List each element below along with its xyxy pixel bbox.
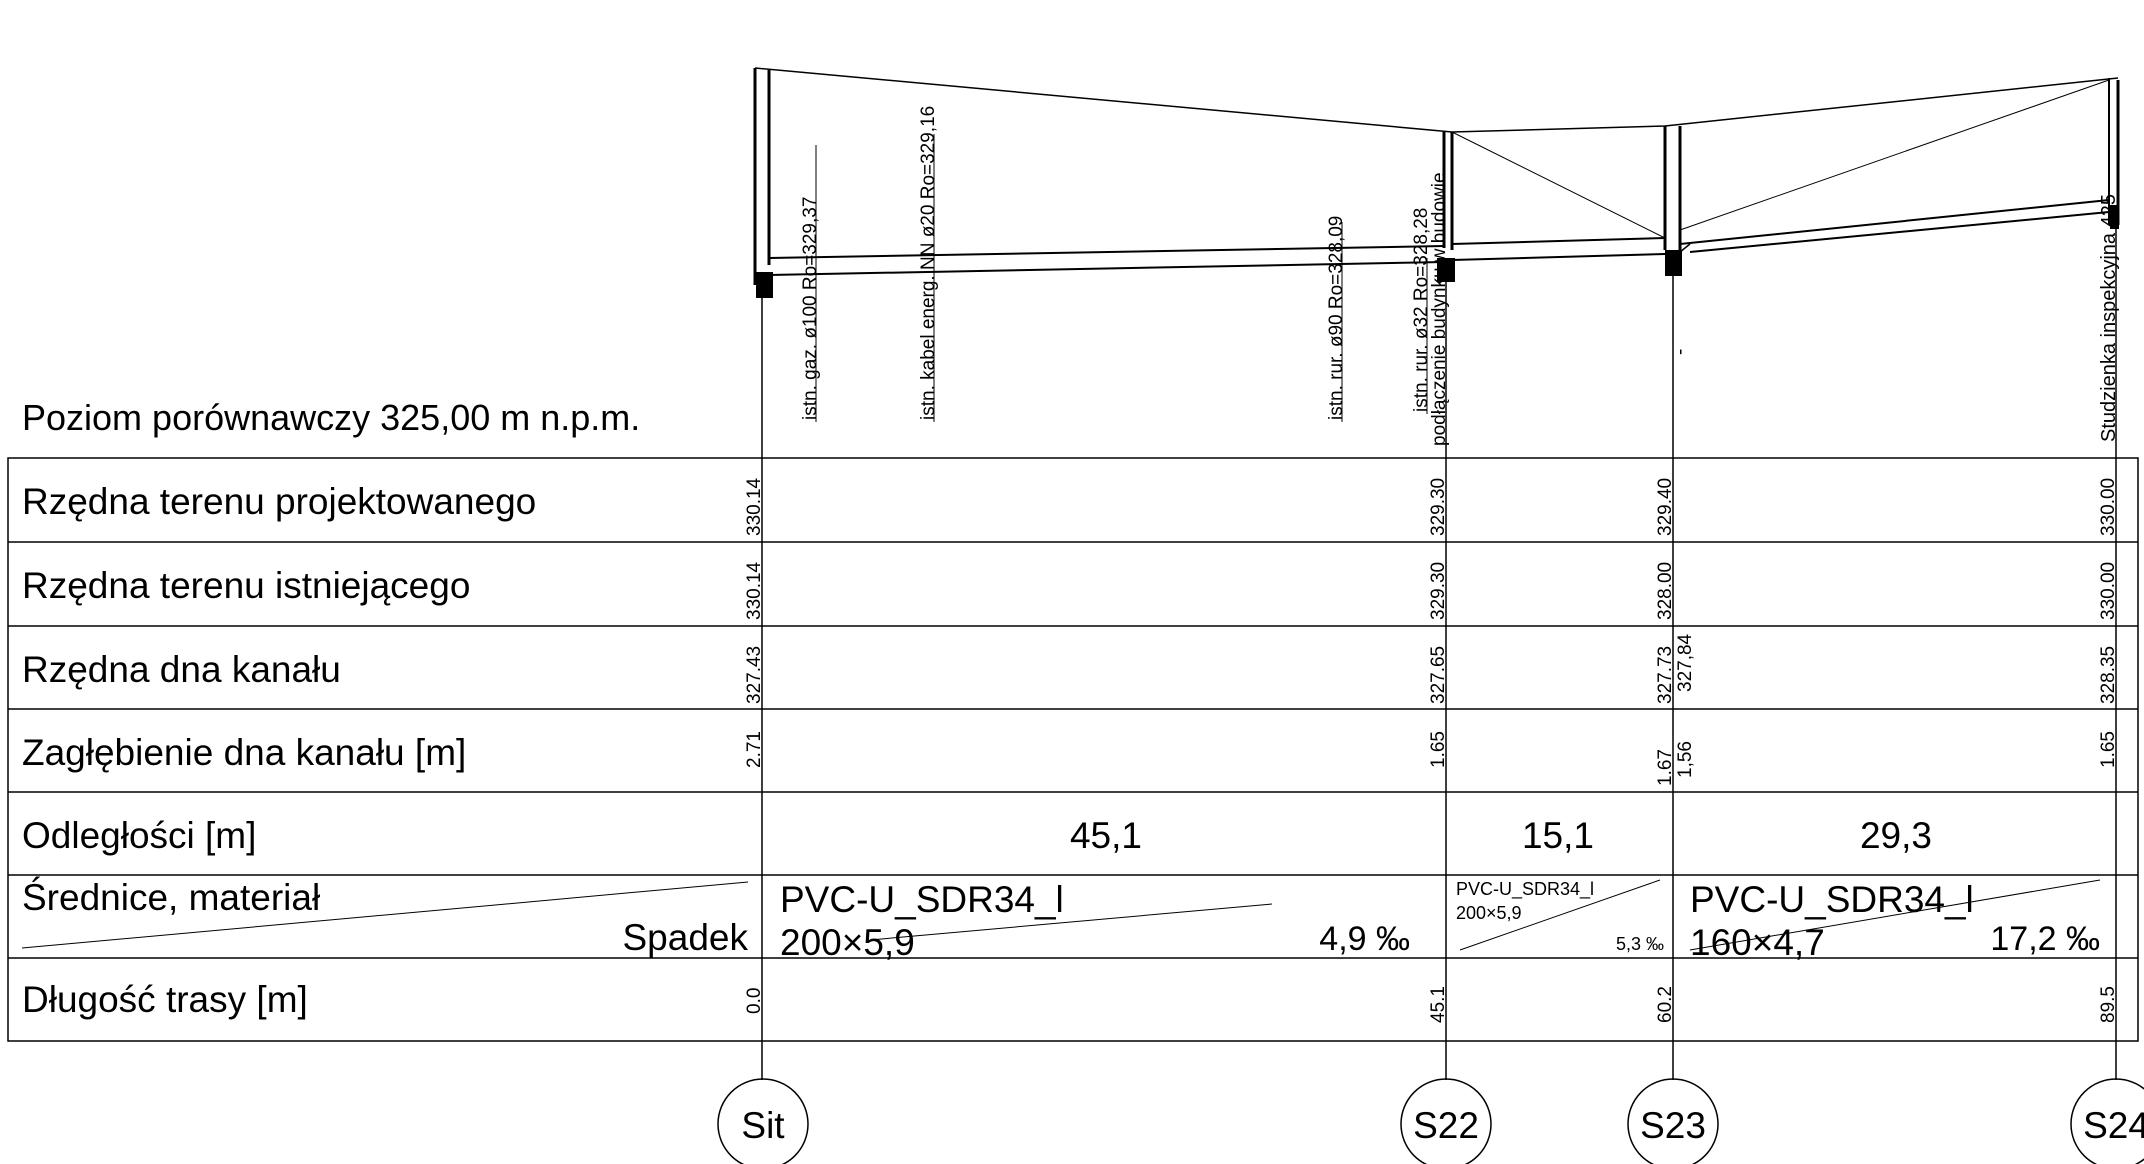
segment-1-distance: 45,1: [1070, 815, 1142, 856]
note-inspection-chamber: Studzienka inspekcyjna 425: [2098, 194, 2120, 442]
station-sit-label: Sit: [741, 1105, 785, 1146]
note-building-connection: podłączenie budynku w budowie: [1429, 172, 1450, 446]
manhole-s23-shaft: [1663, 126, 1682, 276]
s24-chainage: 89.5: [2098, 986, 2119, 1023]
profile-table: [7, 457, 2139, 1042]
row-label-diameter: Średnice, materiał: [22, 876, 320, 918]
s22-invert: 327.65: [1428, 646, 1449, 704]
manhole-notes: podłączenie budynku w budowie - Studzien…: [1429, 172, 2120, 446]
s23-depth-out: 1,56: [1675, 741, 1696, 778]
segment-3-material: PVC-U_SDR34_l: [1690, 879, 1974, 920]
segment-2-distance: 15,1: [1522, 815, 1594, 856]
manhole-sit-shaft: [753, 68, 773, 298]
note-s23: -: [1670, 349, 1691, 355]
sit-chainage: 0.0: [744, 988, 765, 1014]
segment-2-slope: 5,3 ‰: [1616, 934, 1664, 954]
s23-design-terrain: 329.40: [1655, 478, 1676, 536]
segment-2-size: 200×5,9: [1456, 903, 1522, 923]
reference-level-label: Poziom porównawczy 325,00 m n.p.m.: [22, 397, 640, 438]
station-s22-label: S22: [1413, 1105, 1479, 1146]
sight-lines: [1451, 79, 2110, 239]
s22-existing-terrain: 329.30: [1428, 562, 1449, 620]
station-verticals: [761, 229, 2117, 1080]
crossing-gas-label: istn. gaz. ø100 Ro=329,37: [800, 197, 821, 420]
row-label-chainage: Długość trasy [m]: [22, 979, 308, 1020]
s23-invert: 327.73: [1655, 646, 1676, 704]
s24-invert: 328.35: [2098, 646, 2119, 704]
row-label-existing-terrain: Rzędna terenu istniejącego: [22, 565, 470, 606]
segment-3-size: 160×4,7: [1690, 922, 1825, 963]
crossings: istn. gaz. ø100 Ro=329,37 istn. kabel en…: [800, 106, 1432, 422]
profile-drawing: [753, 67, 2120, 1080]
row-label-distance: Odległości [m]: [22, 815, 256, 856]
station-s24-label: S24: [2083, 1105, 2144, 1146]
row-label-depth: Zagłębienie dna kanału [m]: [22, 732, 466, 773]
station-values: 330.14 330.14 327.43 2.71 0.0 329.30 329…: [744, 477, 2119, 1023]
segment-1-size: 200×5,9: [780, 922, 915, 963]
segment-1-material: PVC-U_SDR34_l: [780, 879, 1064, 920]
manhole-s22-shaft: [1437, 132, 1455, 282]
segment-3-slope: 17,2 ‰: [1990, 920, 2100, 958]
sit-design-terrain: 330.14: [744, 477, 765, 536]
row-label-design-terrain: Rzędna terenu projektowanego: [22, 481, 536, 522]
s23-depth: 1.67: [1655, 749, 1676, 786]
sit-depth: 2.71: [744, 731, 765, 768]
s23-chainage: 60.2: [1655, 986, 1676, 1023]
sit-invert: 327.43: [744, 646, 765, 704]
station-bubbles: Sit S22 S23 S24: [717, 1078, 2144, 1164]
s24-design-terrain: 330.00: [2098, 478, 2119, 536]
station-s23-label: S23: [1640, 1105, 1706, 1146]
crossing-pipe-90-label: istn. rur. ø90 Ro=328,09: [1326, 216, 1347, 420]
segment-1-slope: 4,9 ‰: [1319, 920, 1410, 958]
pipe: [768, 199, 2110, 276]
s22-depth: 1.65: [1428, 731, 1449, 768]
s24-existing-terrain: 330.00: [2098, 562, 2119, 620]
s23-existing-terrain: 328.00: [1655, 562, 1676, 620]
segment-3-distance: 29,3: [1860, 815, 1932, 856]
s22-chainage: 45.1: [1428, 986, 1449, 1023]
terrain-line: [754, 67, 2119, 133]
row-label-slope: Spadek: [623, 917, 749, 958]
row-label-invert: Rzędna dna kanału: [22, 649, 341, 690]
crossing-power-cable-label: istn. kabel energ. NN ø20 Ro=329,16: [918, 106, 939, 420]
segment-values: 45,1 15,1 29,3 PVC-U_SDR34_l 200×5,9 4,9…: [780, 815, 2100, 963]
s24-depth: 1.65: [2098, 731, 2119, 768]
s22-design-terrain: 329.30: [1428, 478, 1449, 536]
row-labels: Rzędna terenu projektowanego Rzędna tere…: [22, 481, 748, 1020]
segment-2-material: PVC-U_SDR34_l: [1456, 879, 1594, 900]
s23-invert-out: 327,84: [1675, 633, 1696, 692]
sit-existing-terrain: 330.14: [744, 561, 765, 620]
